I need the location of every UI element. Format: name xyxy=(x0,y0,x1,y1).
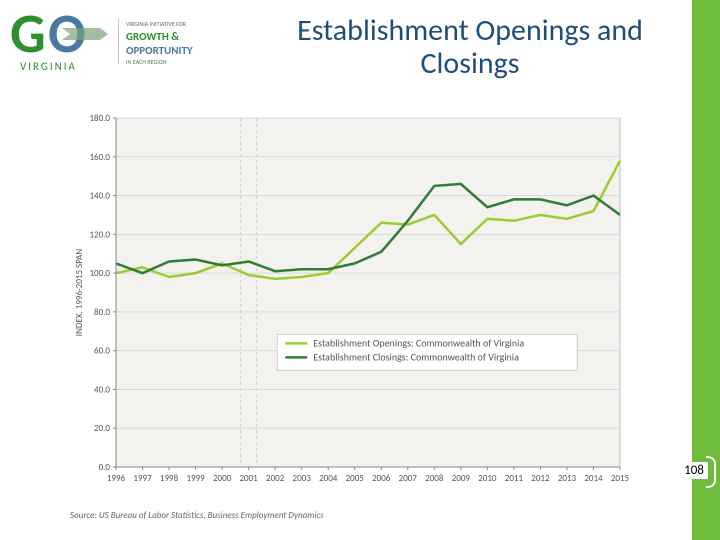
x-tick-label: 2009 xyxy=(452,473,471,484)
line-chart: 0.0 20.0 40.0 60.0 80.0 100.0 120.0 140.0 160.0 1… xyxy=(70,110,630,505)
x-tick-label: 1996 xyxy=(107,473,126,484)
go-virginia-logo: G O VIRGINIA VIRGINIA INITIATIVE FOR GRO… xyxy=(10,4,250,84)
chart-source: Source: US Bureau of Labor Statistics, B… xyxy=(70,510,324,521)
legend-label: Establishment Closings: Commonwealth of … xyxy=(313,350,519,363)
y-tick-label: 80.0 xyxy=(94,307,110,318)
x-tick-label: 2015 xyxy=(611,473,630,484)
y-tick-label: 100.0 xyxy=(89,268,110,279)
y-tick-label: 0.0 xyxy=(99,462,111,473)
x-tick-label: 2005 xyxy=(346,473,365,484)
x-tick-label: 1998 xyxy=(160,473,179,484)
y-tick-label: 120.0 xyxy=(89,229,110,240)
x-tick-label: 2003 xyxy=(293,473,312,484)
x-tick-label: 2010 xyxy=(478,473,497,484)
logo-tag-top: VIRGINIA INITIATIVE FOR xyxy=(126,20,187,28)
y-tick-label: 160.0 xyxy=(89,152,110,163)
x-tick-label: 1997 xyxy=(133,473,152,484)
y-tick-label: 60.0 xyxy=(94,346,110,357)
x-tick-label: 2012 xyxy=(531,473,550,484)
y-axis-label: INDEX, 1996-2015 SPAN xyxy=(74,249,85,337)
x-tick-label: 2006 xyxy=(372,473,391,484)
x-tick-label: 2007 xyxy=(399,473,418,484)
x-tick-label: 1999 xyxy=(186,473,205,484)
chart-container: 0.0 20.0 40.0 60.0 80.0 100.0 120.0 140.0 160.0 1… xyxy=(70,110,630,505)
logo-growth: GROWTH & xyxy=(126,30,179,43)
x-tick-label: 2002 xyxy=(266,473,285,484)
x-tick-label: 2001 xyxy=(240,473,259,484)
x-tick-label: 2014 xyxy=(584,473,603,484)
logo-sub: VIRGINIA xyxy=(20,60,77,73)
x-tick-label: 2004 xyxy=(319,473,338,484)
y-tick-label: 20.0 xyxy=(94,423,110,434)
x-tick-label: 2011 xyxy=(505,473,524,484)
page-number-badge: 108 xyxy=(674,456,714,484)
y-tick-label: 40.0 xyxy=(94,384,110,395)
logo-divider xyxy=(118,18,119,64)
x-tick-label: 2000 xyxy=(213,473,232,484)
y-tick-label: 180.0 xyxy=(89,113,110,124)
logo-tag-bot: IN EACH REGION xyxy=(126,58,167,66)
logo-g: G xyxy=(10,4,46,68)
page-title: Establishment Openings and Closings xyxy=(260,14,680,80)
x-tick-label: 2008 xyxy=(425,473,444,484)
page-number: 108 xyxy=(680,462,708,479)
y-tick-label: 140.0 xyxy=(89,191,110,202)
plot-area xyxy=(116,118,620,467)
logo-opportunity: OPPORTUNITY xyxy=(126,44,193,57)
x-tick-label: 2013 xyxy=(558,473,577,484)
legend-label: Establishment Openings: Commonwealth of … xyxy=(313,336,524,349)
